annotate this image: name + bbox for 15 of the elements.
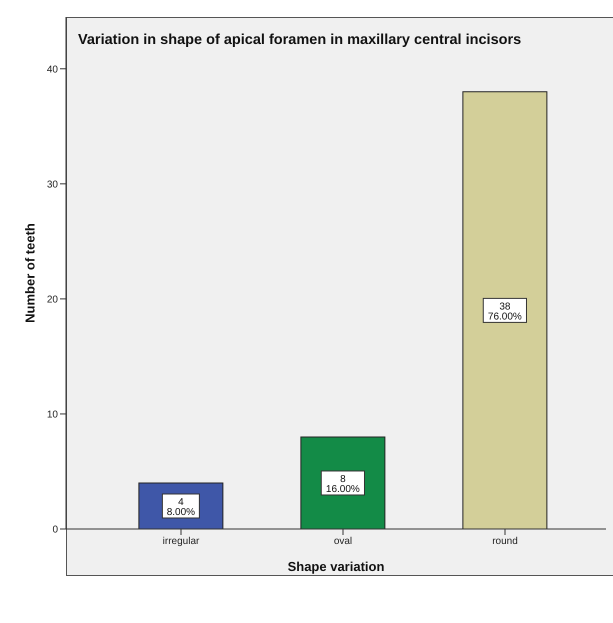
data-label: 38 76.00% — [488, 301, 522, 322]
x-tick-label: irregular — [162, 536, 200, 548]
data-label: 4 8.00% — [166, 496, 196, 518]
x-tick-label: round — [492, 536, 518, 548]
y-tick-label: 30 — [46, 179, 58, 190]
y-tick-label: 40 — [46, 64, 58, 76]
y-tick-label: 0 — [52, 524, 58, 536]
y-tick-label: 20 — [46, 294, 58, 306]
text: Variation in shape of apical foramen in maxillary central incisors — [78, 32, 522, 48]
y-tick-label: 10 — [46, 409, 58, 420]
y-axis-title: Number of teeth — [22, 223, 38, 323]
x-tick-label: oval — [334, 536, 352, 548]
x-axis-title: Shape variation — [288, 559, 384, 574]
data-label: 8 16.00% — [326, 474, 360, 495]
bar — [462, 91, 548, 529]
